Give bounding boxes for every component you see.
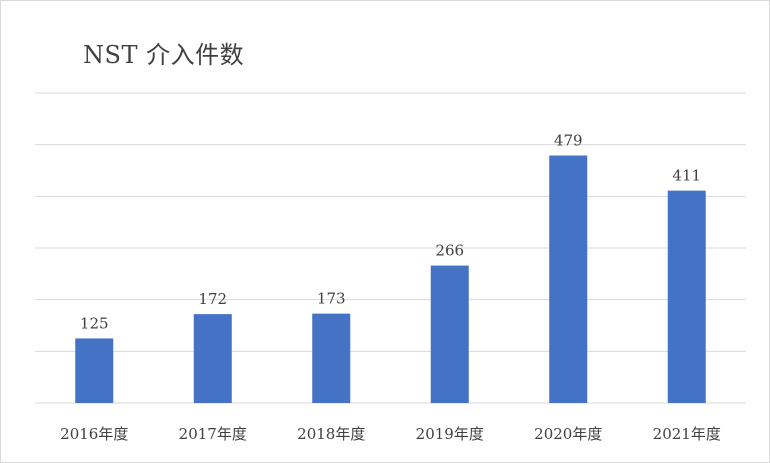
- x-tick-label: 2020年度: [534, 425, 602, 443]
- data-label: 173: [317, 290, 346, 308]
- bar: [549, 155, 588, 403]
- x-tick-label: 2016年度: [60, 425, 128, 443]
- data-label: 479: [554, 132, 583, 150]
- bar: [193, 314, 232, 403]
- data-label: 411: [672, 167, 701, 185]
- bar: [312, 313, 351, 403]
- chart-title: NST 介入件数: [83, 41, 245, 69]
- x-axis-tick-labels: 2016年度 2017年度 2018年度 2019年度 2020年度 2021年度: [60, 425, 721, 443]
- x-tick-label: 2019年度: [416, 425, 484, 443]
- bar: [75, 338, 114, 403]
- gridlines: [35, 92, 746, 404]
- data-label: 266: [435, 242, 464, 260]
- data-label: 172: [198, 290, 227, 308]
- data-label: 125: [80, 314, 109, 332]
- bar: [667, 190, 706, 403]
- x-tick-label: 2017年度: [179, 425, 247, 443]
- bars: [75, 155, 706, 403]
- data-labels: 125 172 173 266 479 411: [80, 132, 701, 333]
- bar: [430, 265, 469, 403]
- x-tick-label: 2021年度: [653, 425, 721, 443]
- x-tick-label: 2018年度: [297, 425, 365, 443]
